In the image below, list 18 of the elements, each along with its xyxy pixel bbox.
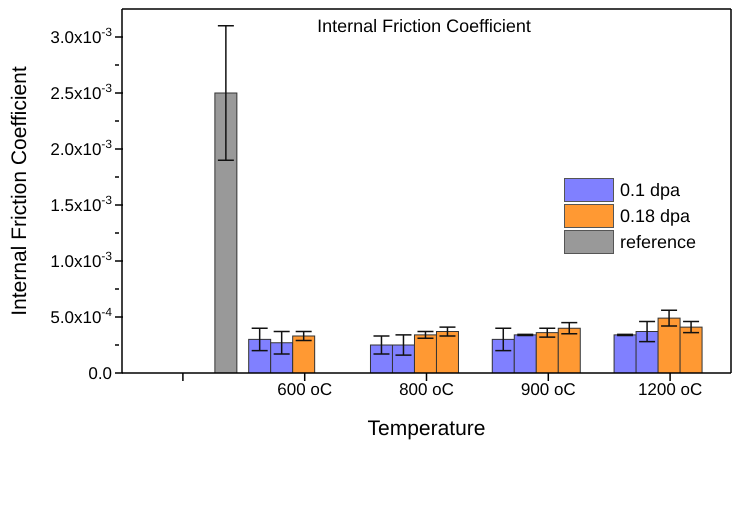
x-tick-label: 900 oC xyxy=(520,380,576,400)
legend-label: reference xyxy=(620,232,696,252)
chart-title: Internal Friction Coefficient xyxy=(316,16,532,37)
y-tick-label: 1.0x10$^{-3}$ xyxy=(50,249,112,271)
y-tick-label: 3.0x10$^{-3}$ xyxy=(50,25,112,47)
x-tick-label: 600 oC xyxy=(277,380,332,400)
bar xyxy=(214,92,238,373)
x-tick-label: 1200 oC xyxy=(638,380,702,400)
y-tick-label: 1.5x10$^{-3}$ xyxy=(50,193,112,215)
legend-label: 0.1 dpa xyxy=(620,180,680,200)
x-tick-label: 800 oC xyxy=(399,380,454,400)
y-tick-label: 5.0x10$^{-4}$ xyxy=(50,305,112,327)
y-tick-label: 0.0 xyxy=(88,364,112,383)
x-axis-title: Temperature xyxy=(368,417,486,440)
y-tick-label: 2.5x10$^{-3}$ xyxy=(50,81,112,103)
legend-label: 0.18 dpa xyxy=(620,206,690,226)
y-axis-title: Internal Friction Coefficient xyxy=(8,66,31,316)
y-tick-label: 2.0x10$^{-3}$ xyxy=(50,137,112,159)
